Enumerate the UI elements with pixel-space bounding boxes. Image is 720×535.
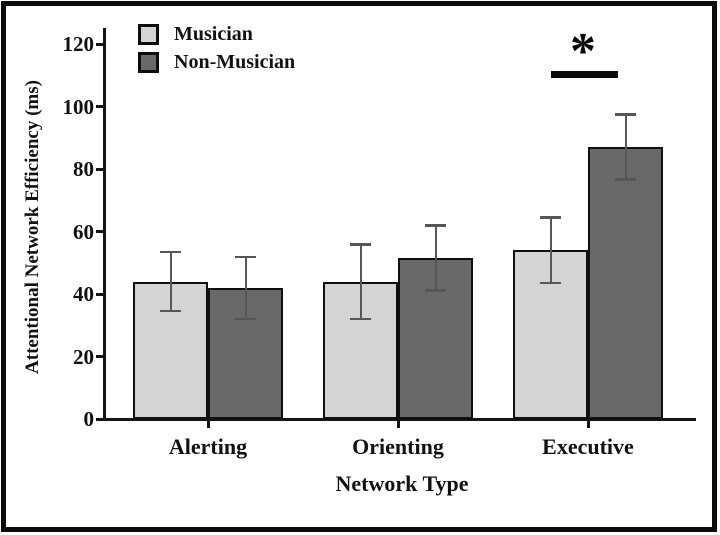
y-tick-mark: [96, 167, 104, 171]
y-tick-mark: [96, 292, 104, 296]
error-bar-musician-executive: [549, 217, 552, 284]
error-cap-top-musician-alerting: [160, 250, 181, 254]
y-tick-mark: [96, 355, 104, 358]
error-cap-bottom-musician-executive: [540, 281, 561, 285]
x-tick-mark: [396, 418, 400, 428]
x-tick-mark: [586, 418, 590, 428]
y-axis-line: [103, 28, 106, 421]
error-cap-bottom-musician-alerting: [160, 309, 181, 313]
error-cap-top-musician-executive: [540, 216, 561, 219]
error-bar-non-musician-executive: [624, 114, 627, 180]
x-axis-line: [103, 418, 696, 421]
category-label-orienting: Orienting: [352, 434, 444, 459]
error-cap-bottom-musician-orienting: [350, 317, 371, 320]
error-cap-top-non-musician-alerting: [235, 255, 256, 258]
significance-bar: [551, 71, 618, 78]
legend: Musician Non-Musician: [138, 20, 295, 76]
musician-swatch-icon: [138, 23, 159, 45]
y-tick-mark: [96, 417, 104, 421]
y-tick-label: 60: [73, 219, 94, 244]
error-cap-top-non-musician-orienting: [425, 224, 446, 227]
category-label-executive: Executive: [542, 434, 634, 459]
error-cap-top-musician-orienting: [350, 243, 371, 246]
error-bar-musician-alerting: [169, 251, 172, 312]
y-tick-label: 40: [73, 282, 94, 306]
error-cap-bottom-non-musician-executive: [615, 178, 636, 181]
y-tick-label: 120: [62, 32, 95, 56]
bar-non-musician-executive: [588, 147, 663, 419]
y-tick-label: 80: [73, 157, 94, 181]
legend-label-non-musician: Non-Musician: [174, 50, 296, 73]
significance-asterisk: *: [570, 23, 596, 80]
y-tick-mark: [96, 42, 104, 46]
x-tick-mark: [206, 418, 210, 428]
y-tick-label: 20: [73, 344, 94, 369]
error-cap-top-non-musician-executive: [615, 113, 636, 116]
y-tick-label: 100: [62, 94, 95, 119]
error-bar-non-musician-alerting: [244, 256, 247, 319]
non-musician-swatch-icon: [138, 51, 159, 73]
category-label-alerting: Alerting: [168, 434, 248, 459]
error-cap-bottom-non-musician-orienting: [425, 289, 446, 292]
y-tick-mark: [96, 105, 104, 108]
legend-item-musician: Musician: [138, 20, 295, 48]
x-axis-title: Network Type: [335, 471, 469, 496]
y-tick-label: 0: [83, 407, 95, 431]
bar-musician-alerting: [133, 281, 208, 419]
error-bar-musician-orienting: [359, 244, 362, 319]
y-tick-mark: [96, 230, 104, 233]
legend-item-non-musician: Non-Musician: [138, 48, 295, 76]
error-bar-non-musician-orienting: [434, 225, 437, 291]
legend-label-musician: Musician: [174, 22, 253, 45]
error-cap-bottom-non-musician-alerting: [235, 317, 256, 320]
bar-musician-orienting: [323, 281, 398, 419]
